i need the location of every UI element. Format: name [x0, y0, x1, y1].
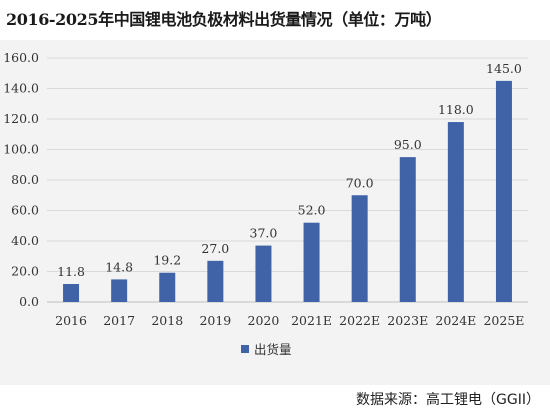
source-note: 数据来源：高工锂电（GGII）	[356, 392, 540, 408]
data-label: 70.0	[346, 175, 374, 190]
bar-2021E	[303, 222, 320, 302]
data-label: 95.0	[394, 137, 422, 152]
bar-chart: 0.0 20.0 40.0 60.0 80.0 100.0 120.0 140.0 160.0 2…	[3, 50, 528, 357]
y-tick-label: 160.0	[3, 50, 39, 65]
data-label: 11.8	[57, 264, 85, 279]
x-tick-label: 2025E	[483, 313, 524, 328]
bar-2017	[111, 279, 128, 302]
bar-2019	[207, 260, 224, 302]
x-tick-label: 2023E	[387, 313, 428, 328]
x-tick-label: 2016	[55, 313, 87, 328]
bar-2023E	[399, 157, 416, 302]
data-label: 27.0	[201, 241, 229, 256]
y-tick-label: 40.0	[11, 233, 39, 248]
data-label: 19.2	[153, 253, 181, 268]
y-tick-label: 0.0	[19, 294, 39, 309]
x-tick-label: 2018	[151, 313, 183, 328]
y-tick-label: 140.0	[3, 81, 39, 96]
chart-title: 2016-2025年中国锂电池负极材料出货量情况（单位：万吨）	[6, 10, 442, 29]
data-label: 145.0	[486, 61, 522, 76]
bar-2018	[159, 272, 176, 302]
x-tick-label: 2021E	[291, 313, 332, 328]
data-label: 52.0	[298, 203, 326, 218]
y-tick-label: 20.0	[11, 264, 39, 279]
legend-label: 出货量	[254, 342, 292, 357]
bar-2025E	[495, 80, 512, 302]
y-tick-label: 100.0	[3, 142, 39, 157]
x-tick-label: 2019	[199, 313, 231, 328]
y-tick-label: 80.0	[11, 172, 39, 187]
y-tick-label: 60.0	[11, 203, 39, 218]
legend-swatch	[241, 345, 249, 353]
x-tick-label: 2020	[248, 313, 280, 328]
data-label: 14.8	[105, 259, 133, 274]
data-label: 118.0	[438, 102, 474, 117]
bar-2020	[255, 245, 272, 302]
x-tick-label: 2022E	[339, 313, 380, 328]
x-tick-label: 2017	[103, 313, 135, 328]
x-tick-label: 2024E	[435, 313, 476, 328]
bar-2016	[63, 284, 80, 302]
data-label: 37.0	[250, 226, 278, 241]
bar-2024E	[447, 122, 464, 302]
bar-2022E	[351, 195, 368, 302]
y-tick-label: 120.0	[3, 111, 39, 126]
